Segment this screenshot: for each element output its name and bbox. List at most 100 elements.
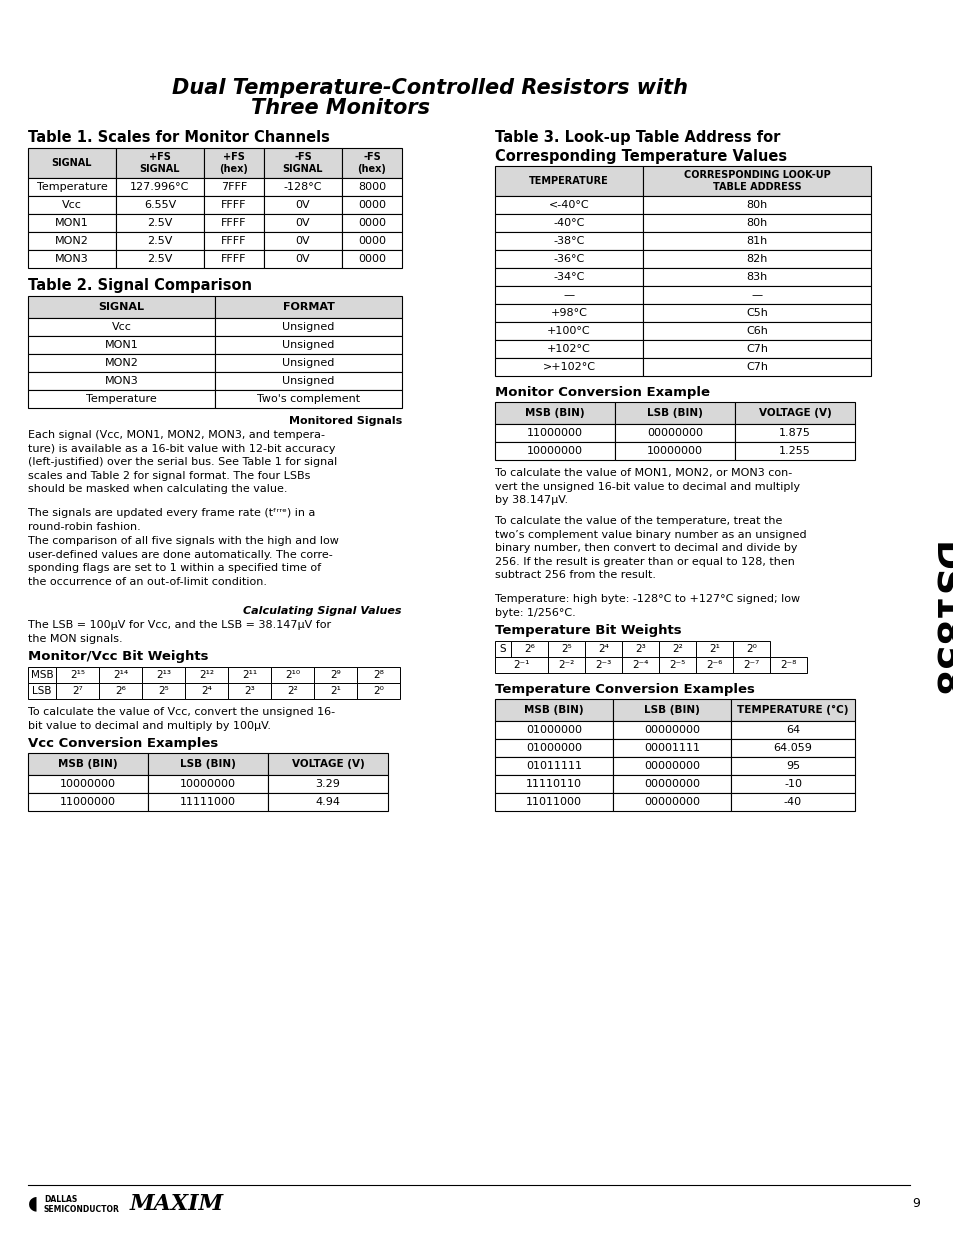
Bar bbox=[613, 721, 730, 739]
Bar bbox=[495, 657, 547, 673]
Text: 2.5V: 2.5V bbox=[147, 236, 172, 246]
Text: 0000: 0000 bbox=[357, 254, 386, 264]
Text: 2¹: 2¹ bbox=[708, 643, 720, 655]
Text: MON3: MON3 bbox=[105, 375, 138, 387]
Text: 2²: 2² bbox=[287, 685, 297, 697]
Text: C5h: C5h bbox=[745, 308, 767, 317]
Text: 00000000: 00000000 bbox=[643, 725, 700, 735]
Text: 11011000: 11011000 bbox=[525, 797, 581, 806]
Text: 2¹: 2¹ bbox=[330, 685, 340, 697]
Bar bbox=[642, 165, 870, 196]
Text: Temperature: high byte: -128°C to +127°C signed; low
byte: 1/256°C.: Temperature: high byte: -128°C to +127°C… bbox=[495, 594, 800, 618]
Text: 2⁰: 2⁰ bbox=[745, 643, 756, 655]
Bar bbox=[642, 358, 870, 375]
Text: MON2: MON2 bbox=[55, 236, 89, 246]
Text: TEMPERATURE (°C): TEMPERATURE (°C) bbox=[737, 705, 848, 715]
Text: Table 3. Look-up Table Address for
Corresponding Temperature Values: Table 3. Look-up Table Address for Corre… bbox=[495, 130, 786, 163]
Text: S: S bbox=[499, 643, 506, 655]
Text: Unsigned: Unsigned bbox=[282, 322, 335, 332]
Text: 10000000: 10000000 bbox=[180, 779, 235, 789]
Text: -FS
(hex): -FS (hex) bbox=[357, 152, 386, 174]
Bar bbox=[264, 196, 341, 214]
Bar bbox=[769, 657, 806, 673]
Text: Calculating Signal Values: Calculating Signal Values bbox=[243, 606, 401, 616]
Bar bbox=[495, 287, 642, 304]
Text: 64.059: 64.059 bbox=[773, 743, 812, 753]
Bar bbox=[314, 683, 356, 699]
Text: 2⁶: 2⁶ bbox=[523, 643, 535, 655]
Text: FFFF: FFFF bbox=[221, 236, 247, 246]
Bar bbox=[341, 148, 401, 178]
Bar bbox=[615, 442, 734, 459]
Bar bbox=[495, 641, 511, 657]
Text: —: — bbox=[563, 290, 574, 300]
Bar bbox=[341, 196, 401, 214]
Text: Monitor Conversion Example: Monitor Conversion Example bbox=[495, 387, 709, 399]
Text: SIGNAL: SIGNAL bbox=[51, 158, 92, 168]
Text: Two's complement: Two's complement bbox=[256, 394, 359, 404]
Bar bbox=[214, 296, 401, 317]
Text: 2⁻⁵: 2⁻⁵ bbox=[669, 659, 685, 671]
Bar bbox=[28, 296, 214, 317]
Text: C7h: C7h bbox=[745, 345, 767, 354]
Text: +102°C: +102°C bbox=[547, 345, 590, 354]
Text: +98°C: +98°C bbox=[550, 308, 587, 317]
Text: 2.5V: 2.5V bbox=[147, 254, 172, 264]
Text: +FS
SIGNAL: +FS SIGNAL bbox=[139, 152, 180, 174]
Bar bbox=[495, 442, 615, 459]
Text: FFFF: FFFF bbox=[221, 254, 247, 264]
Bar bbox=[734, 403, 854, 424]
Text: -FS
SIGNAL: -FS SIGNAL bbox=[282, 152, 323, 174]
Bar bbox=[214, 354, 401, 372]
Bar bbox=[621, 641, 659, 657]
Text: —: — bbox=[751, 290, 761, 300]
Bar bbox=[28, 667, 56, 683]
Bar bbox=[214, 317, 401, 336]
Bar bbox=[495, 249, 642, 268]
Text: 2⁰: 2⁰ bbox=[373, 685, 383, 697]
Bar bbox=[214, 390, 401, 408]
Text: 2¹²: 2¹² bbox=[199, 671, 213, 680]
Text: 0000: 0000 bbox=[357, 236, 386, 246]
Bar bbox=[28, 793, 148, 811]
Text: 2⁻⁶: 2⁻⁶ bbox=[705, 659, 722, 671]
Text: 4.94: 4.94 bbox=[315, 797, 340, 806]
Text: C7h: C7h bbox=[745, 362, 767, 372]
Text: 2.5V: 2.5V bbox=[147, 219, 172, 228]
Text: 11000000: 11000000 bbox=[60, 797, 116, 806]
Text: MON1: MON1 bbox=[55, 219, 89, 228]
Text: <-40°C: <-40°C bbox=[548, 200, 589, 210]
Text: Unsigned: Unsigned bbox=[282, 340, 335, 350]
Text: 2⁻³: 2⁻³ bbox=[595, 659, 611, 671]
Bar bbox=[730, 739, 854, 757]
Text: TEMPERATURE: TEMPERATURE bbox=[529, 177, 608, 186]
Bar bbox=[547, 641, 584, 657]
Bar bbox=[495, 268, 642, 287]
Bar bbox=[584, 641, 621, 657]
Text: SIGNAL: SIGNAL bbox=[98, 303, 144, 312]
Bar bbox=[185, 683, 228, 699]
Bar bbox=[28, 354, 214, 372]
Text: 9: 9 bbox=[911, 1197, 919, 1210]
Bar bbox=[584, 657, 621, 673]
Text: MON2: MON2 bbox=[105, 358, 138, 368]
Text: 2⁻²: 2⁻² bbox=[558, 659, 574, 671]
Text: 2⁹: 2⁹ bbox=[330, 671, 340, 680]
Bar bbox=[214, 336, 401, 354]
Text: 00000000: 00000000 bbox=[643, 761, 700, 771]
Bar bbox=[547, 657, 584, 673]
Text: Vᴄᴄ: Vᴄᴄ bbox=[112, 322, 132, 332]
Bar bbox=[495, 322, 642, 340]
Text: 0V: 0V bbox=[295, 254, 310, 264]
Text: 127.996°C: 127.996°C bbox=[131, 182, 190, 191]
Text: 2⁴: 2⁴ bbox=[598, 643, 608, 655]
Text: ◖: ◖ bbox=[28, 1193, 38, 1212]
Bar bbox=[28, 683, 56, 699]
Bar bbox=[28, 148, 116, 178]
Bar bbox=[511, 641, 547, 657]
Bar bbox=[148, 793, 268, 811]
Text: 2⁻⁴: 2⁻⁴ bbox=[632, 659, 648, 671]
Text: Each signal (Vᴄᴄ, MON1, MON2, MON3, and tempera-
ture) is available as a 16-bit : Each signal (Vᴄᴄ, MON1, MON2, MON3, and … bbox=[28, 430, 337, 494]
Text: 2⁵: 2⁵ bbox=[158, 685, 169, 697]
Bar bbox=[56, 667, 99, 683]
